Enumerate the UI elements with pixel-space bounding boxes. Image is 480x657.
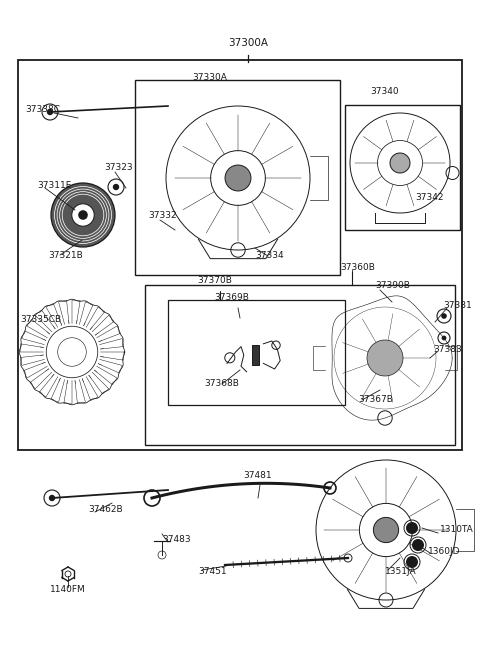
Text: 1140FM: 1140FM bbox=[50, 585, 86, 595]
Circle shape bbox=[72, 204, 94, 226]
Circle shape bbox=[47, 109, 53, 115]
Text: 37334: 37334 bbox=[255, 252, 284, 260]
Text: 37332: 37332 bbox=[148, 212, 177, 221]
Text: 37390B: 37390B bbox=[375, 281, 410, 290]
Text: 37300A: 37300A bbox=[228, 38, 268, 48]
Circle shape bbox=[367, 340, 403, 376]
Circle shape bbox=[441, 313, 447, 319]
Text: 37321B: 37321B bbox=[48, 250, 83, 260]
Text: 37367B: 37367B bbox=[358, 396, 393, 405]
Circle shape bbox=[78, 210, 88, 220]
Circle shape bbox=[442, 336, 446, 340]
Text: 37462B: 37462B bbox=[88, 505, 122, 514]
Circle shape bbox=[51, 183, 115, 247]
Text: 37360B: 37360B bbox=[340, 263, 375, 271]
Text: 1351JA: 1351JA bbox=[385, 568, 417, 576]
Text: 1310TA: 1310TA bbox=[440, 526, 474, 535]
Text: 37330A: 37330A bbox=[192, 73, 228, 82]
Circle shape bbox=[406, 522, 418, 534]
Text: 1360JD: 1360JD bbox=[428, 547, 460, 556]
Circle shape bbox=[390, 153, 410, 173]
Text: 37369B: 37369B bbox=[215, 293, 250, 302]
Bar bbox=[135, 80, 340, 275]
Circle shape bbox=[113, 184, 119, 190]
Text: 37342: 37342 bbox=[415, 194, 444, 202]
Text: 37383: 37383 bbox=[433, 346, 462, 355]
Circle shape bbox=[406, 556, 418, 568]
Bar bbox=[145, 285, 455, 445]
Bar bbox=[252, 345, 259, 365]
Text: 37335CB: 37335CB bbox=[20, 315, 61, 325]
Circle shape bbox=[49, 495, 55, 501]
Bar bbox=[18, 60, 462, 450]
Circle shape bbox=[225, 165, 251, 191]
Circle shape bbox=[373, 518, 398, 543]
Bar bbox=[345, 105, 460, 230]
Circle shape bbox=[412, 539, 424, 551]
Text: 37370B: 37370B bbox=[198, 276, 232, 285]
Text: 37323: 37323 bbox=[104, 164, 132, 173]
Text: 37451: 37451 bbox=[198, 568, 227, 576]
Text: 37381: 37381 bbox=[443, 300, 472, 309]
Text: 37340: 37340 bbox=[371, 87, 399, 96]
Text: 37311E: 37311E bbox=[37, 181, 72, 189]
Bar bbox=[168, 300, 345, 405]
Text: 37338C: 37338C bbox=[25, 106, 60, 114]
Text: 37481: 37481 bbox=[244, 471, 272, 480]
Text: 37483: 37483 bbox=[162, 535, 191, 545]
Text: 37368B: 37368B bbox=[204, 379, 240, 388]
